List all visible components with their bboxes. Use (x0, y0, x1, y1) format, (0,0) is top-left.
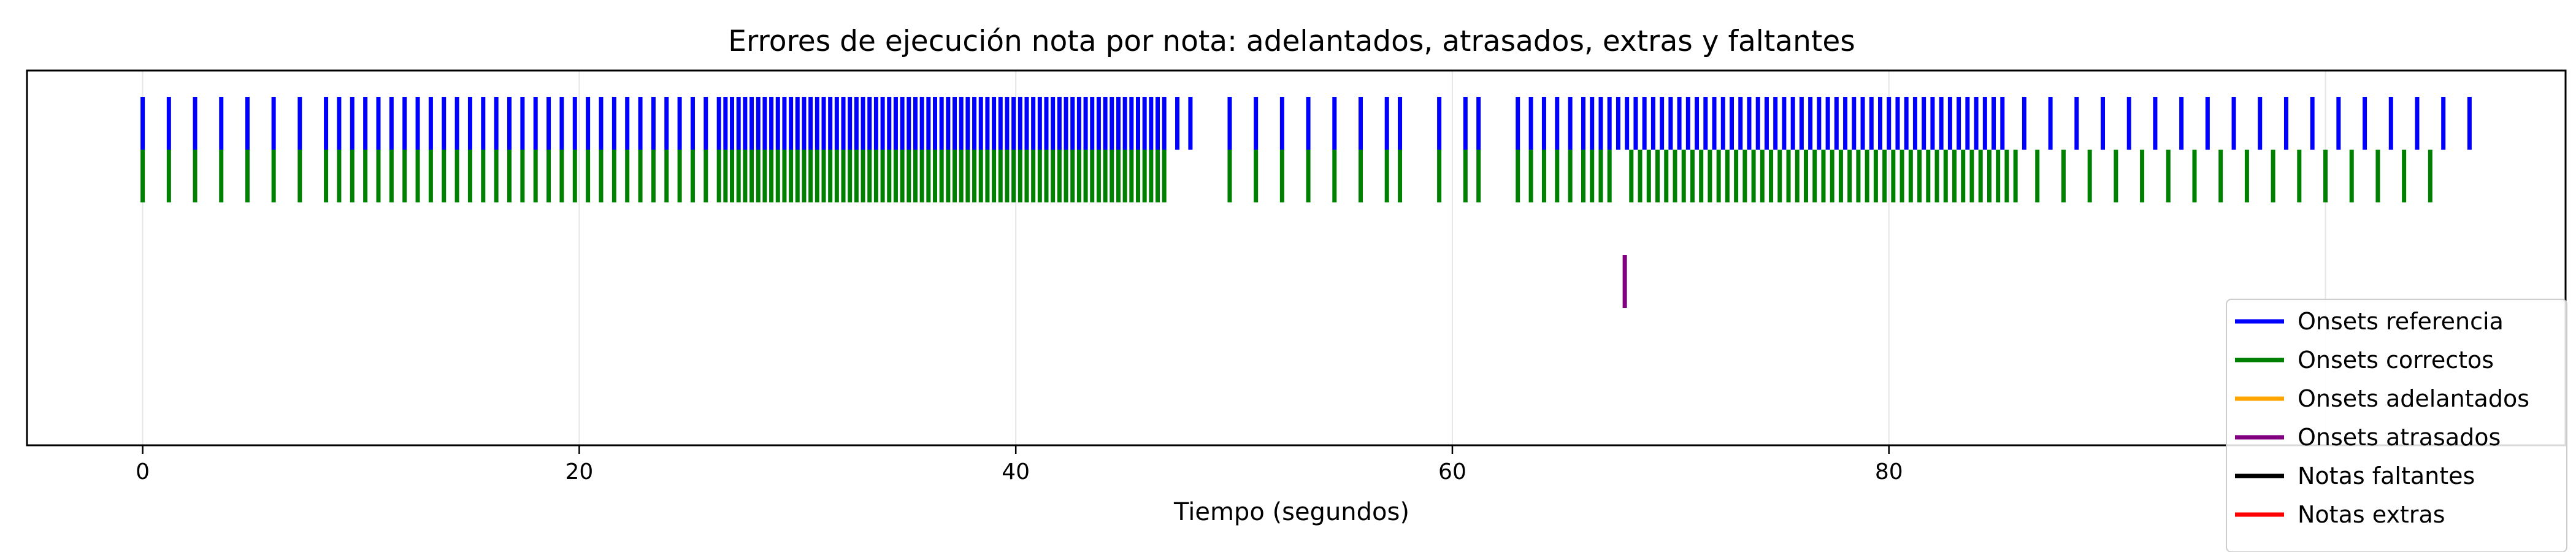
notas-extras-legend-label: Notas extras (2298, 501, 2445, 528)
onsets-correctos-legend-label: Onsets correctos (2298, 347, 2494, 374)
x-tick-label: 20 (565, 459, 593, 485)
plot-frame (26, 69, 2567, 447)
notas-faltantes-legend-label: Notas faltantes (2298, 462, 2475, 489)
legend-box (2226, 299, 2567, 552)
event-marks (140, 97, 2472, 308)
x-axis-ticks: 0 20 40 60 80 (136, 445, 1903, 485)
x-axis-label: Tiempo (segundos) (1173, 498, 1409, 526)
x-tick-label: 0 (136, 459, 150, 485)
chart-title: Errores de ejecución nota por nota: adel… (728, 25, 1855, 58)
onsets-adelantados-legend-label: Onsets adelantados (2298, 385, 2529, 412)
x-tick-label: 60 (1438, 459, 1466, 485)
onsets-atrasados-legend-label: Onsets atrasados (2298, 424, 2501, 451)
onsets-referencia-legend-label: Onsets referencia (2298, 308, 2504, 335)
x-tick-label: 80 (1875, 459, 1903, 485)
legend: Onsets referencia Onsets correctos Onsets … (2226, 299, 2567, 552)
x-tick-label: 40 (1002, 459, 1030, 485)
